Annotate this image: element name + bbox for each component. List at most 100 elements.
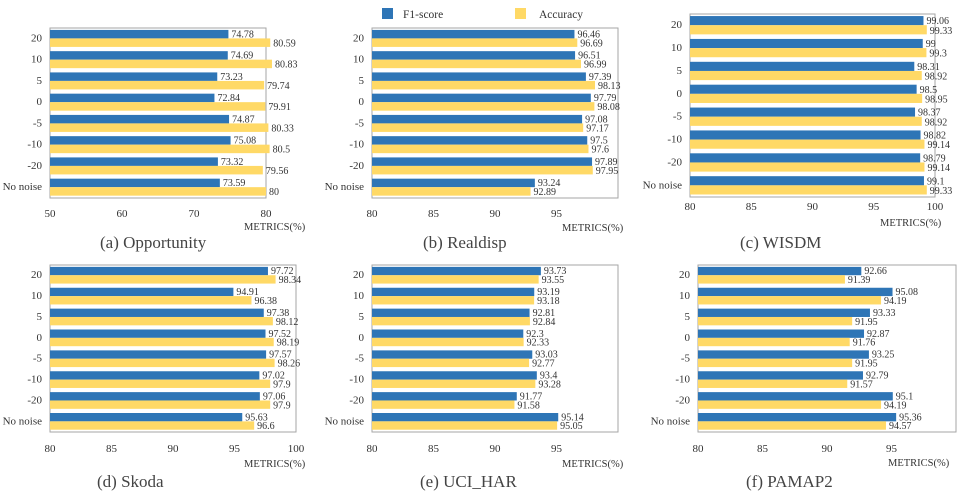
chart-title: (a) Opportunity [100, 233, 207, 252]
data-label-f1-score: 74.69 [231, 51, 254, 62]
data-label-accuracy: 98.08 [597, 102, 620, 113]
category-tick-label: -10 [667, 134, 682, 146]
data-label-f1-score: 93.73 [544, 266, 567, 277]
bar-accuracy [698, 400, 882, 409]
plot-frame [371, 264, 619, 433]
data-label-accuracy: 91.95 [855, 317, 878, 328]
bar-f1-score [372, 136, 588, 145]
category-tick-label: -20 [27, 160, 42, 172]
bar-accuracy [50, 316, 273, 326]
category-tick-label: 20 [31, 269, 43, 281]
data-label-accuracy: 80.5 [273, 145, 291, 156]
bar-accuracy [372, 400, 515, 409]
data-label-accuracy: 97.9 [273, 379, 291, 390]
data-label-accuracy: 94.19 [884, 296, 907, 307]
bar-f1-score [50, 136, 231, 145]
x-axis-label: METRICS(%) [244, 222, 306, 233]
bar-f1-score [372, 392, 517, 401]
data-label-accuracy: 93.18 [537, 296, 560, 307]
x-tick-label: 70 [189, 208, 201, 220]
bar-f1-score [50, 93, 215, 103]
x-tick-label: 85 [428, 443, 440, 455]
data-label-f1-score: 73.59 [223, 178, 246, 189]
x-tick-label: 80 [685, 201, 697, 213]
plot-frame [697, 264, 957, 433]
data-label-accuracy: 98.34 [279, 275, 302, 286]
data-label-accuracy: 93.28 [538, 379, 561, 390]
x-tick-label: 85 [757, 443, 769, 455]
category-tick-label: -10 [27, 374, 42, 386]
category-tick-label: -5 [673, 111, 683, 123]
bar-f1-score [50, 413, 243, 422]
category-tick-label: 0 [359, 332, 365, 344]
data-label-f1-score: 97.08 [585, 114, 608, 125]
bar-accuracy [50, 165, 263, 175]
x-tick-label: 95 [229, 443, 241, 455]
x-tick-label: 100 [288, 443, 305, 455]
legend-label-f1: F1-score [403, 9, 443, 21]
data-label-accuracy: 94.19 [884, 400, 907, 411]
x-tick-label: 95 [868, 201, 880, 213]
category-tick-label: 5 [37, 311, 43, 323]
x-tick-label: 90 [168, 443, 180, 455]
bar-f1-score [690, 16, 924, 26]
data-label-accuracy: 93.55 [542, 275, 565, 286]
data-label-accuracy: 96.69 [580, 38, 603, 49]
bar-f1-score [372, 157, 593, 166]
bar-f1-score [50, 72, 218, 81]
data-label-f1-score: 95.14 [561, 412, 584, 423]
data-label-accuracy: 80.59 [273, 38, 296, 49]
data-label-f1-score: 96.51 [578, 51, 601, 62]
category-tick-label: -20 [349, 394, 364, 406]
data-label-f1-score: 74.87 [232, 114, 255, 125]
bar-accuracy [698, 379, 848, 388]
data-label-f1-score: 74.78 [231, 29, 254, 40]
bar-accuracy [50, 337, 274, 347]
bar-accuracy [690, 185, 927, 195]
bar-f1-score [698, 287, 893, 297]
bar-accuracy [50, 123, 269, 132]
data-label-f1-score: 97.52 [268, 329, 291, 340]
data-label-f1-score: 92.87 [867, 329, 890, 340]
bar-f1-score [690, 107, 916, 117]
bar-accuracy [50, 358, 275, 368]
data-label-f1-score: 92.66 [864, 266, 887, 277]
data-label-f1-score: 95.63 [245, 412, 268, 423]
data-label-f1-score: 73.23 [220, 72, 243, 83]
data-label-f1-score: 97.57 [269, 350, 292, 361]
category-tick-label: 10 [31, 54, 43, 66]
data-label-f1-score: 92.81 [533, 308, 556, 319]
x-tick-label: 90 [822, 443, 834, 455]
category-tick-label: -5 [33, 117, 43, 129]
x-axis-label: METRICS(%) [880, 218, 942, 229]
data-label-f1-score: 93.03 [535, 350, 558, 361]
data-label-f1-score: 93.33 [873, 308, 896, 319]
chart-panels: 74.78 80.59 20 74.69 80.83 10 73.23 79.74 5 72.84… [3, 13, 957, 491]
data-label-accuracy: 98.13 [598, 81, 621, 92]
x-tick-label: 80 [261, 208, 273, 220]
data-label-accuracy: 92.84 [533, 317, 556, 328]
category-tick-label: -10 [675, 374, 690, 386]
bar-f1-score [50, 329, 266, 338]
bar-accuracy [698, 296, 882, 305]
data-label-f1-score: 97.38 [267, 308, 290, 319]
bar-f1-score [50, 350, 267, 359]
data-label-f1-score: 94.91 [236, 287, 259, 298]
x-tick-label: 100 [927, 201, 944, 213]
bar-f1-score [690, 130, 921, 140]
bar-accuracy [372, 379, 536, 388]
bar-f1-score [372, 51, 576, 60]
category-tick-label: 20 [353, 269, 365, 281]
data-label-accuracy: 98.26 [278, 359, 301, 370]
x-tick-label: 60 [117, 208, 129, 220]
chart-title: (e) UCI_HAR [420, 472, 517, 491]
category-tick-label: No noise [3, 181, 43, 193]
legend-label-accuracy: Accuracy [539, 9, 583, 21]
bar-accuracy [50, 59, 272, 69]
bar-f1-score [50, 157, 218, 166]
bar-f1-score [372, 93, 591, 103]
bar-f1-score [698, 329, 865, 338]
category-tick-label: No noise [325, 415, 365, 427]
